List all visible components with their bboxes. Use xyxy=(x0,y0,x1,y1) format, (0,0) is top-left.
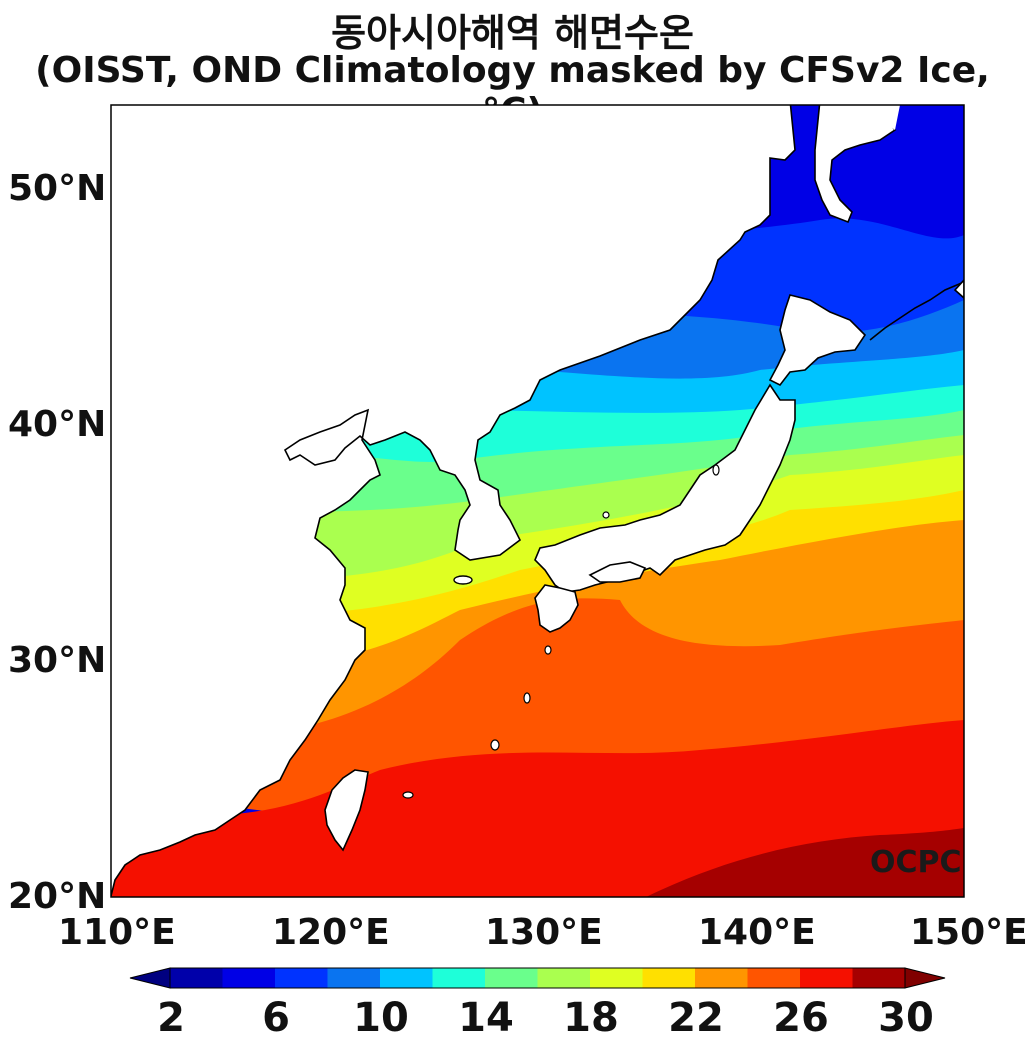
map-title-subtitle: (OISST, OND Climatology masked by CFSv2 … xyxy=(35,50,990,132)
land-kamchatka-edge xyxy=(953,278,964,300)
colorbar-swatch-8-10 xyxy=(327,968,381,988)
colorbar xyxy=(129,967,946,989)
lat-label-40n: 40°N xyxy=(8,404,107,445)
land-kyushu xyxy=(534,584,579,633)
lat-label-20n: 20°N xyxy=(8,876,107,917)
lon-label-140e: 140°E xyxy=(698,912,816,953)
colorbar-border xyxy=(169,967,906,989)
lat-label-30n: 30°N xyxy=(8,640,107,681)
land-jeju xyxy=(453,575,473,585)
colorbar-swatch-28-30 xyxy=(852,968,906,988)
colorbar-tick-26: 26 xyxy=(773,995,829,1041)
land-sakhalin xyxy=(814,105,897,224)
land-asia-mainland xyxy=(111,105,796,897)
lat-label-50n: 50°N xyxy=(8,168,107,209)
land-island-5 xyxy=(402,791,414,799)
land-kuril-islands xyxy=(869,281,964,341)
colorbar-tick-10: 10 xyxy=(353,995,409,1041)
land-island-6 xyxy=(602,511,610,519)
land-hokkaido xyxy=(768,294,867,387)
land-ryukyu-1 xyxy=(523,692,531,704)
ocpc-watermark: OCPC xyxy=(870,845,962,880)
colorbar-swatch-14-16 xyxy=(485,968,538,988)
colorbar-extend-high xyxy=(904,967,946,989)
sst-field xyxy=(111,105,964,897)
colorbar-swatch-24-26 xyxy=(747,968,801,988)
land-okhotsk-coast xyxy=(866,105,964,130)
colorbar-swatch-4-6 xyxy=(222,968,276,988)
land-ryukyu-2 xyxy=(490,739,500,751)
colorbar-swatch-12-14 xyxy=(432,968,486,988)
colorbar-swatch-6-8 xyxy=(275,968,328,988)
sst-band-28-30 xyxy=(646,828,964,897)
colorbar-swatch-10-12 xyxy=(380,968,433,988)
colorbar-tick-6: 6 xyxy=(262,995,290,1041)
colorbar-swatch-26-28 xyxy=(800,968,853,988)
colorbar-tick-30: 30 xyxy=(878,995,934,1041)
colorbar-swatch-16-18 xyxy=(537,968,591,988)
colorbar-extend-low xyxy=(129,967,171,989)
land-ryukyu-3 xyxy=(544,645,552,655)
colorbar-tick-18: 18 xyxy=(563,995,619,1041)
lon-label-150e: 150°E xyxy=(910,912,1025,953)
land-honshu xyxy=(534,383,796,593)
land-island-4 xyxy=(712,464,720,476)
colorbar-swatch-2-4 xyxy=(170,968,223,988)
colorbar-swatch-20-22 xyxy=(642,968,696,988)
lon-label-130e: 130°E xyxy=(485,912,603,953)
colorbar-tick-2: 2 xyxy=(157,995,185,1041)
map-frame xyxy=(110,104,965,898)
sst-band-26-28 xyxy=(111,720,964,897)
lon-label-110e: 110°E xyxy=(58,912,176,953)
colorbar-tick-14: 14 xyxy=(458,995,514,1041)
colorbar-tick-22: 22 xyxy=(668,995,724,1041)
map-title-korean: 동아시아해역 해면수온 xyxy=(331,11,694,55)
land-shikoku xyxy=(588,561,647,583)
land-taiwan xyxy=(324,769,369,852)
colorbar-swatch-22-24 xyxy=(695,968,748,988)
lon-label-120e: 120°E xyxy=(272,912,390,953)
colorbar-swatch-18-20 xyxy=(590,968,643,988)
